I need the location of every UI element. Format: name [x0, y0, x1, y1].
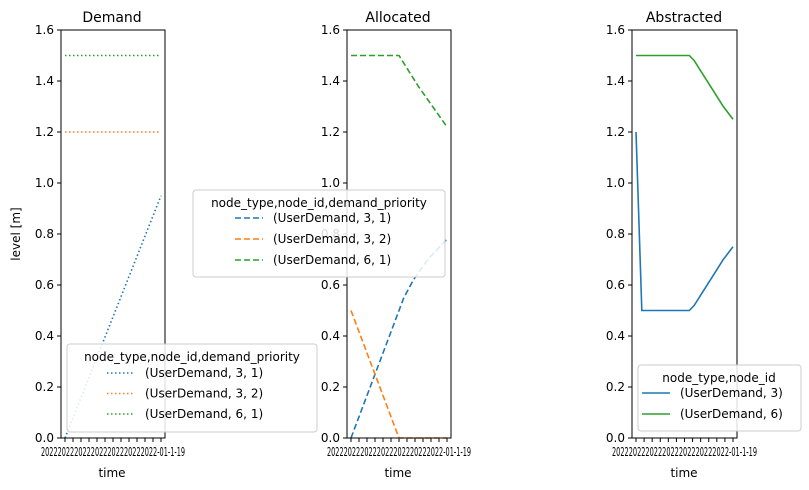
y-tick-label: 1.0: [606, 176, 625, 190]
demand-axes-frame: [60, 29, 166, 439]
y-tick-label: 1.2: [321, 125, 340, 139]
series-line-1: [636, 54, 734, 120]
series-line-0: [635, 131, 734, 312]
y-tick-label: 1.6: [35, 23, 54, 37]
x-tick-labels: 2022202220222022202220222022-01-1-19: [41, 445, 185, 459]
y-tick-label: 0.6: [35, 278, 54, 292]
demand-y-ticks: 0.0 0.2 0.4 0.6 0.8 1.0 1.2 1.4 1.6: [35, 23, 61, 445]
allocated-title: Allocated: [365, 10, 430, 26]
allocated-legend-title: node_type,node_id,demand_priority: [211, 196, 427, 210]
abstracted-axes-frame: [631, 29, 738, 439]
y-tick-label: 0.6: [606, 278, 625, 292]
y-tick-label: 0.0: [606, 431, 625, 445]
allocated-legend-entries: (UserDemand, 3, 1) (UserDemand, 3, 2) (Use…: [235, 211, 391, 267]
abstracted-lines: [635, 54, 734, 312]
abstracted-legend: node_type,node_id (UserDemand, 3)(UserDe…: [637, 364, 802, 432]
legend-label: (UserDemand, 3, 2): [273, 232, 391, 246]
y-tick-label: 0.0: [35, 431, 54, 445]
y-tick-label: 1.4: [321, 74, 340, 88]
allocated-legend: node_type,node_id,demand_priority (UserD…: [192, 189, 446, 278]
legend-label: (UserDemand, 3, 1): [273, 211, 391, 225]
x-tick-labels: 2022202220222022202220222022-01-1-19: [327, 445, 471, 459]
series-line-0: [64, 195, 162, 439]
y-tick-label: 0.2: [35, 380, 54, 394]
demand-x-ticks: 2022202220222022202220222022-01-1-19: [41, 438, 185, 459]
y-tick-label: 0.4: [35, 329, 54, 343]
legend-label: (UserDemand, 6, 1): [273, 253, 391, 267]
y-tick-label: 0.2: [321, 380, 340, 394]
y-tick-label: 1.6: [606, 23, 625, 37]
y-tick-label: 1.4: [35, 74, 54, 88]
allocated-x-label: time: [384, 466, 411, 480]
series-line-1: [350, 310, 447, 439]
allocated-x-ticks: 2022202220222022202220222022-01-1-19: [327, 438, 471, 459]
abstracted-legend-title: node_type,node_id: [662, 371, 775, 385]
y-tick-label: 1.6: [321, 23, 340, 37]
y-tick-label: 1.2: [35, 125, 54, 139]
y-tick-label: 1.0: [321, 176, 340, 190]
y-tick-label: 0.2: [606, 380, 625, 394]
demand-lines: [64, 54, 162, 439]
allocated-legend-box: [192, 189, 446, 278]
abstracted-x-ticks: 2022202220222022202220222022-01-1-19: [612, 438, 757, 459]
legend-label: (UserDemand, 3): [680, 386, 783, 400]
y-tick-label: 0.8: [606, 227, 625, 241]
y-tick-label: 0.6: [321, 278, 340, 292]
y-tick-label: 1.2: [606, 125, 625, 139]
demand-legend-box: [66, 343, 318, 433]
y-tick-label: 0.4: [606, 329, 625, 343]
demand-panel: Demand 0.0 0.2 0.4 0.6 0.8 1.0 1.2 1.4 1.6 20222…: [9, 10, 185, 480]
legend-label: (UserDemand, 3, 2): [145, 387, 263, 401]
abstracted-x-label: time: [670, 466, 697, 480]
legend-label: (UserDemand, 3, 1): [145, 366, 263, 380]
demand-legend-title: node_type,node_id,demand_priority: [84, 350, 300, 364]
demand-x-label: time: [98, 466, 125, 480]
y-tick-label: 0.8: [35, 227, 54, 241]
y-tick-label: 1.0: [35, 176, 54, 190]
x-tick-labels: 2022202220222022202220222022-01-1-19: [612, 445, 757, 459]
legend-label: (UserDemand, 6, 1): [145, 407, 263, 421]
demand-legend: node_type,node_id,demand_priority (UserD…: [66, 343, 318, 433]
abstracted-legend-entries: (UserDemand, 3) (UserDemand, 6): [642, 386, 783, 421]
demand-y-label: level [m]: [9, 207, 23, 260]
abstracted-panel: Abstracted 0.0 0.2 0.4 0.6 0.8 1.0 1.2 1.4 1.6 2…: [606, 10, 757, 480]
demand-title: Demand: [82, 10, 141, 26]
abstracted-y-ticks: 0.0 0.2 0.4 0.6 0.8 1.0 1.2 1.4 1.6: [606, 23, 632, 445]
demand-legend-entries: (UserDemand, 3, 1) (UserDemand, 3, 2) (Use…: [107, 366, 263, 421]
abstracted-title: Abstracted: [646, 10, 722, 26]
y-tick-label: 0.0: [321, 431, 340, 445]
legend-label: (UserDemand, 6): [680, 407, 783, 421]
series-line-2: [351, 54, 448, 128]
y-tick-label: 0.4: [321, 329, 340, 343]
abstracted-legend-box: [637, 364, 802, 432]
y-tick-label: 1.4: [606, 74, 625, 88]
